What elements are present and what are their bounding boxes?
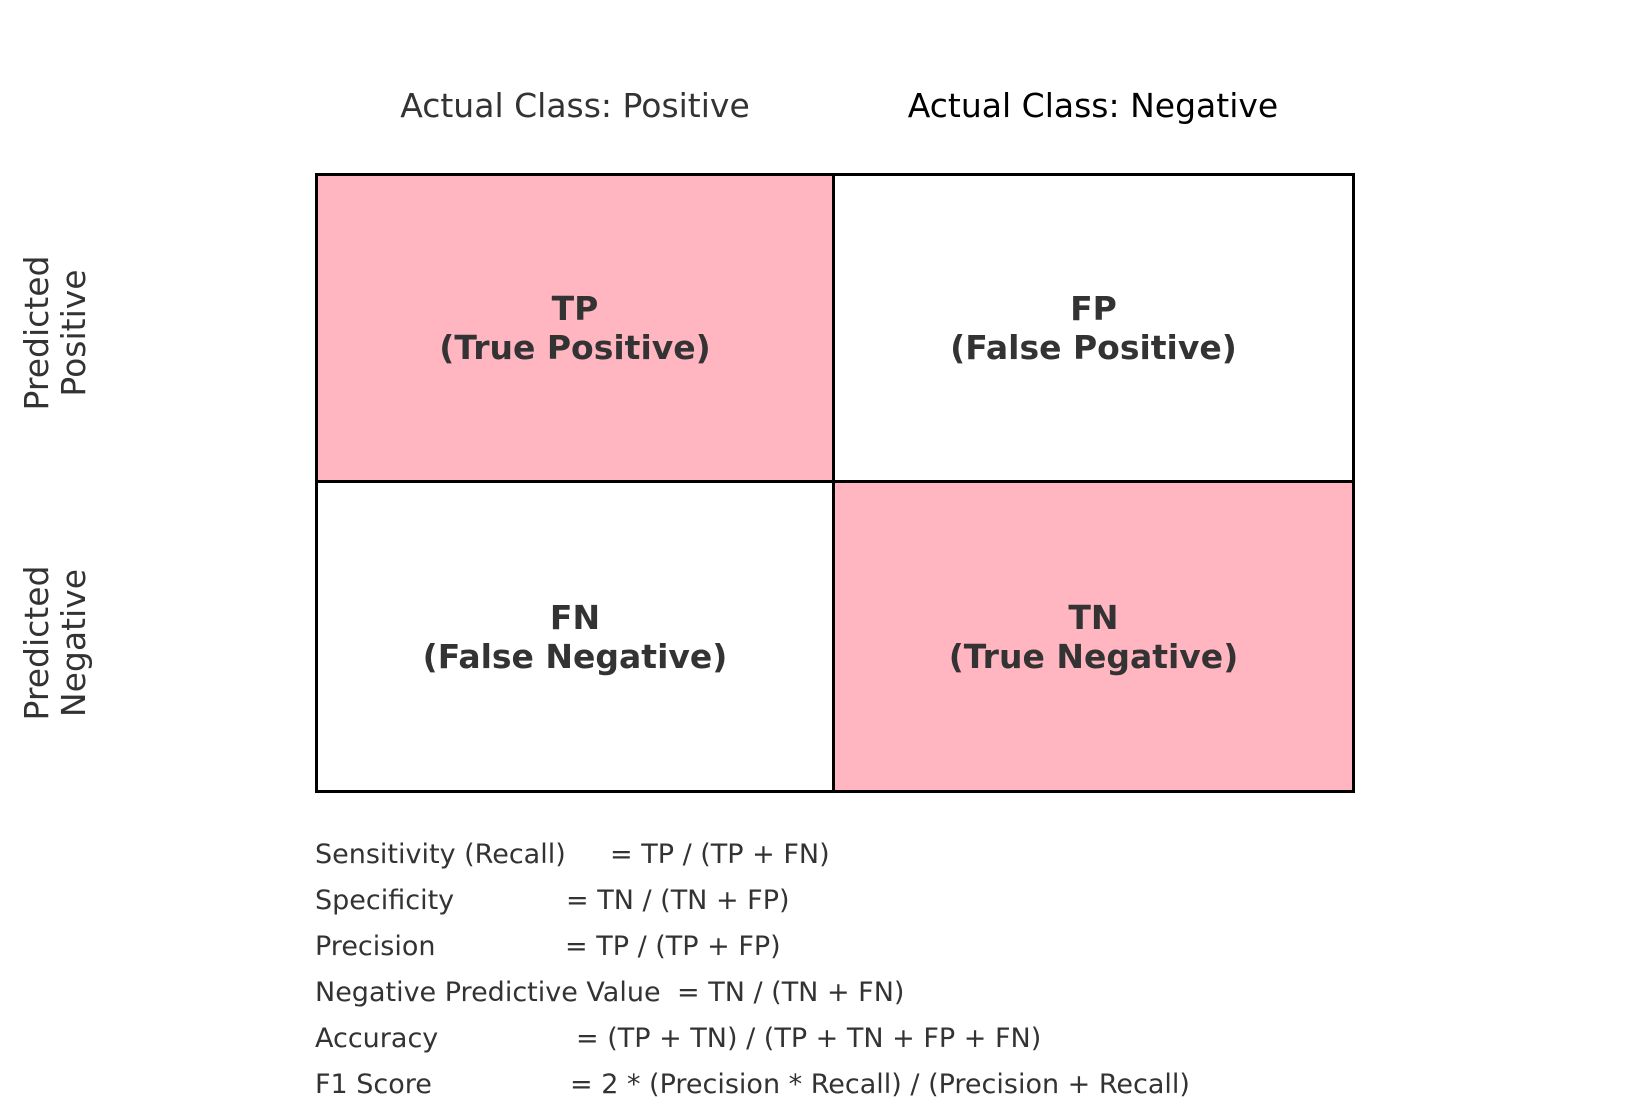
cell-true-positive: TP (True Positive) <box>318 176 835 483</box>
cell-false-negative: FN (False Negative) <box>318 483 835 790</box>
row-header-line-1: Predicted <box>17 255 56 411</box>
row-header-line-2: Negative <box>54 568 93 718</box>
formula-expression: = TP / (TP + FN) <box>610 839 830 870</box>
formula-label: Sensitivity (Recall) <box>315 839 566 870</box>
formula-expression: = (TP + TN) / (TP + TN + FP + FN) <box>576 1023 1042 1054</box>
row-header-line-2: Positive <box>54 269 93 397</box>
formula-label: Accuracy <box>315 1023 439 1054</box>
formula-label: Negative Predictive Value <box>315 977 661 1008</box>
cell-abbr: TP <box>551 289 599 328</box>
cell-full-name: (False Positive) <box>950 328 1237 367</box>
cell-full-name: (True Negative) <box>948 636 1239 676</box>
formula-label: Precision <box>315 931 436 962</box>
column-header-actual-positive: Actual Class: Positive <box>400 86 750 125</box>
row-header-predicted-positive: Predicted Positive <box>15 183 95 483</box>
formula-expression: = TN / (TN + FP) <box>566 885 790 916</box>
formula-label: Specificity <box>315 885 455 916</box>
cell-full-name: (False Negative) <box>422 636 728 676</box>
cell-abbr: TN <box>1068 597 1119 637</box>
confusion-matrix-grid: TP (True Positive) FP (False Positive) F… <box>315 173 1355 793</box>
cell-abbr: FN <box>549 597 601 637</box>
formula-label: F1 Score <box>315 1069 432 1100</box>
cell-false-positive: FP (False Positive) <box>835 176 1352 483</box>
column-header-actual-negative: Actual Class: Negative <box>907 86 1279 125</box>
cell-true-negative: TN (True Negative) <box>835 483 1352 790</box>
row-header-predicted-negative: Predicted Negative <box>15 493 95 793</box>
row-header-line-1: Predicted <box>17 565 56 721</box>
formula-expression: = TP / (TP + FP) <box>565 931 781 962</box>
formula-expression: = 2 * (Precision * Recall) / (Precision … <box>570 1069 1190 1100</box>
formula-expression: = TN / (TN + FN) <box>677 977 905 1008</box>
cell-abbr: FP <box>1070 289 1117 328</box>
cell-full-name: (True Positive) <box>439 328 711 367</box>
